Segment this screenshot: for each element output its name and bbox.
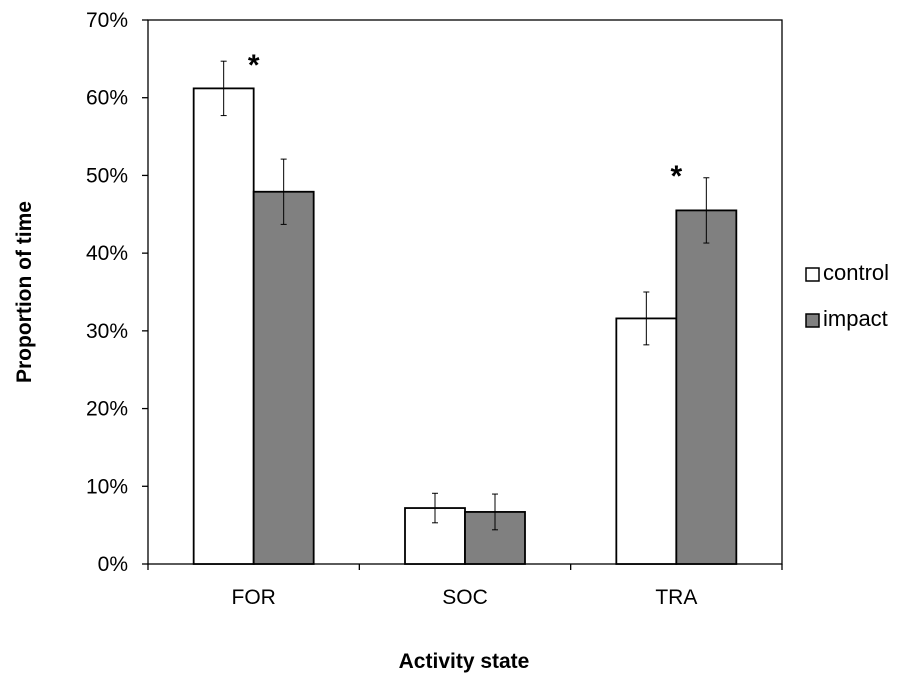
x-tick-label: FOR <box>232 586 276 609</box>
bar-impact-FOR <box>252 190 315 565</box>
error-bars-layer <box>220 60 710 531</box>
significance-asterisk: * <box>248 49 260 82</box>
y-tick-label: 60% <box>86 87 128 110</box>
bars-layer <box>192 87 738 565</box>
y-axis: 0% 10% 20% 30% 40% 50% 60% 70% <box>86 9 148 576</box>
y-tick-label: 40% <box>86 242 128 265</box>
y-axis-title: Proportion of time <box>13 201 36 383</box>
y-tick-label: 10% <box>86 475 128 498</box>
bar-impact-TRA <box>675 209 738 565</box>
bar-control-TRA <box>615 317 678 565</box>
y-tick-label: 70% <box>86 9 128 32</box>
x-tick-label: SOC <box>442 586 488 609</box>
y-tick-label: 0% <box>98 553 128 576</box>
legend-label-impact: impact <box>823 306 888 331</box>
legend-label-control: control <box>823 260 889 285</box>
x-tick-label: TRA <box>655 586 697 609</box>
x-axis-title: Activity state <box>399 650 530 673</box>
y-tick-label: 50% <box>86 164 128 187</box>
significance-asterisk: * <box>670 160 682 193</box>
y-tick-label: 30% <box>86 320 128 343</box>
legend-swatch-control <box>805 267 820 282</box>
y-tick-label: 20% <box>86 398 128 421</box>
legend: control impact <box>805 260 889 331</box>
significance-markers: ** <box>248 49 683 193</box>
x-axis: FOR SOC TRA <box>147 564 783 609</box>
legend-swatch-impact <box>805 313 820 328</box>
bar-control-FOR <box>192 87 255 565</box>
